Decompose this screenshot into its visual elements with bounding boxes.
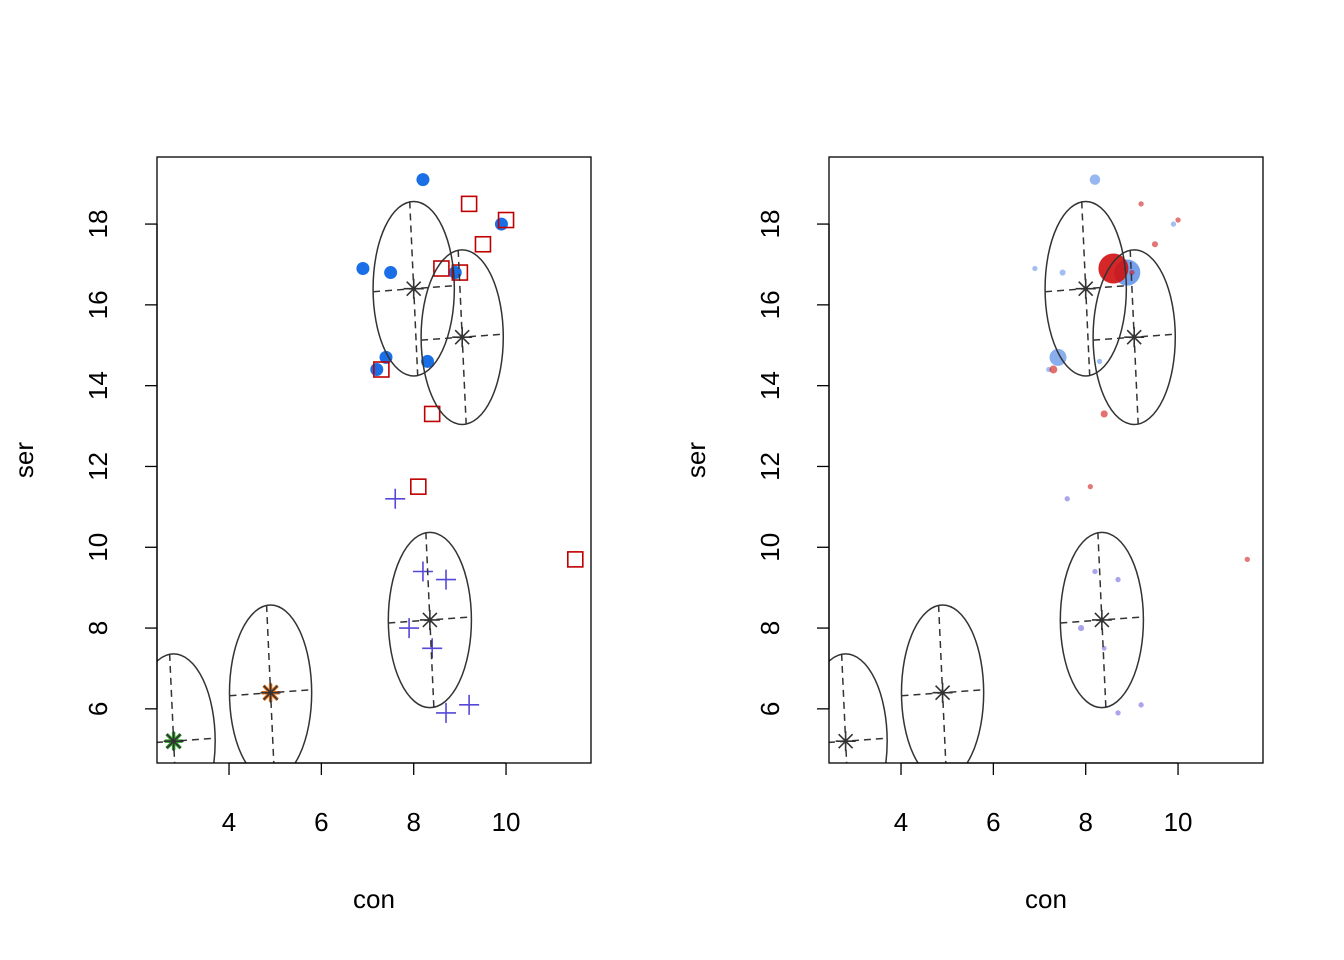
cluster-center — [932, 682, 953, 703]
cluster-ellipse — [829, 653, 888, 763]
x-tick-label: 4 — [222, 807, 236, 837]
point — [474, 235, 492, 253]
x-tick-label: 4 — [894, 807, 908, 837]
y-tick-label: 10 — [755, 533, 785, 562]
y-tick-label: 16 — [83, 290, 113, 319]
plot-frame — [156, 156, 592, 764]
x-axis-label: con — [1025, 884, 1067, 914]
cluster-ellipse — [1059, 531, 1145, 709]
bubble — [1151, 241, 1159, 248]
bubble — [1078, 625, 1085, 632]
y-tick-label: 8 — [755, 621, 785, 635]
point — [356, 262, 370, 276]
point — [460, 195, 478, 213]
bubble — [1170, 221, 1177, 227]
bubble — [1175, 217, 1181, 223]
bubble — [1129, 269, 1135, 276]
cluster-center — [260, 682, 281, 703]
cluster-ellipse — [1092, 249, 1177, 426]
y-tick-label: 14 — [755, 371, 785, 400]
bubble — [1049, 348, 1067, 366]
point — [399, 618, 420, 639]
bubble — [1089, 174, 1101, 185]
point — [497, 211, 515, 229]
bubble — [1100, 410, 1108, 418]
cluster-center — [1075, 278, 1096, 299]
bubble — [1098, 253, 1129, 284]
point — [494, 217, 508, 231]
point — [412, 561, 433, 582]
cluster-ellipse — [420, 249, 505, 426]
bubble — [1087, 484, 1093, 490]
cluster-center — [452, 327, 473, 348]
cluster-ellipse — [1044, 200, 1128, 377]
y-axis-label: ser — [9, 442, 39, 478]
cluster-ellipse — [387, 531, 473, 709]
x-tick-label: 10 — [492, 807, 521, 837]
point — [416, 173, 430, 187]
bubble — [1059, 269, 1066, 276]
bubble — [1115, 576, 1121, 583]
point — [436, 569, 457, 590]
x-axis-label: con — [353, 884, 395, 914]
point — [410, 478, 427, 495]
cluster-center — [163, 731, 184, 752]
cluster-ellipse — [157, 653, 216, 763]
point — [385, 488, 406, 509]
point — [370, 363, 384, 377]
y-tick-label: 16 — [755, 290, 785, 319]
point — [379, 350, 393, 364]
point — [459, 694, 480, 715]
y-tick-label: 8 — [83, 621, 113, 635]
cluster-ellipse — [900, 604, 985, 763]
cluster-center — [403, 278, 424, 299]
bubble — [1092, 568, 1098, 575]
bubble — [1049, 365, 1058, 374]
y-axis-label: ser — [681, 442, 711, 478]
y-tick-label: 6 — [83, 702, 113, 716]
cluster-ellipse — [372, 200, 456, 377]
point — [423, 405, 441, 423]
panel: 4 6 8 10 6 8 10 12 14 16 18 con ser — [681, 156, 1264, 914]
plot-area — [157, 173, 584, 763]
y-tick-label: 6 — [755, 702, 785, 716]
cluster-center — [1124, 327, 1145, 348]
bubble — [1032, 265, 1038, 272]
bubble — [1115, 710, 1121, 716]
x-tick-label: 6 — [986, 807, 1000, 837]
plot-frame — [828, 156, 1264, 764]
x-tick-label: 8 — [406, 807, 420, 837]
plot-area — [829, 174, 1250, 763]
x-tick-label: 6 — [314, 807, 328, 837]
x-tick-label: 10 — [1164, 807, 1193, 837]
y-tick-label: 18 — [755, 210, 785, 239]
y-tick-label: 14 — [83, 371, 113, 400]
y-tick-label: 10 — [83, 533, 113, 562]
bubble — [1096, 358, 1103, 365]
y-tick-label: 18 — [83, 210, 113, 239]
point — [436, 702, 457, 723]
panel: 4 6 8 10 6 8 10 12 14 16 18 con ser — [9, 156, 592, 914]
y-tick-label: 12 — [755, 452, 785, 481]
cluster-center — [835, 731, 856, 752]
point — [567, 551, 584, 568]
cluster-center — [419, 609, 440, 630]
bubble — [1138, 201, 1144, 207]
x-tick-label: 8 — [1078, 807, 1092, 837]
point — [421, 354, 435, 368]
bubble — [1064, 496, 1070, 502]
bubble — [1138, 702, 1144, 708]
cluster-ellipse — [228, 604, 313, 763]
y-tick-label: 12 — [83, 452, 113, 481]
point — [384, 266, 398, 280]
point — [373, 361, 390, 378]
bubble — [1244, 556, 1250, 563]
cluster-center — [1091, 609, 1112, 630]
